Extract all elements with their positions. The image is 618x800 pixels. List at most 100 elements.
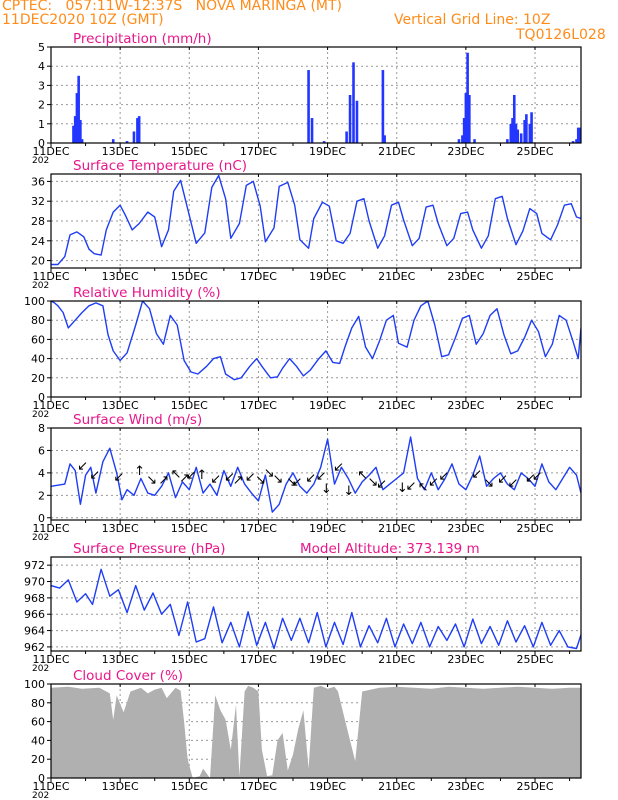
cloud-cover-ytick-label: 100 xyxy=(24,678,45,691)
wind-direction-arrow: ↖ xyxy=(357,468,368,483)
wind-direction-arrow: ↗ xyxy=(233,473,244,488)
precipitation-xtick-label: 15DEC xyxy=(171,145,208,158)
wind-direction-arrow: ↘ xyxy=(272,472,283,487)
wind-ytick-label: 8 xyxy=(38,422,45,435)
wind-direction-arrow: ↙ xyxy=(471,467,482,482)
cloud-cover-ytick-label: 60 xyxy=(31,716,45,729)
humidity-xtick-label: 17DEC xyxy=(240,399,277,412)
precipitation-bar xyxy=(466,52,469,144)
precipitation-xtick-label: 21DEC xyxy=(378,145,415,158)
temperature-xtick-label: 17DEC xyxy=(240,270,277,283)
wind-direction-arrow: ↓ xyxy=(343,484,354,499)
precipitation-bar xyxy=(348,95,352,143)
wind-plot-frame xyxy=(50,427,582,521)
wind-direction-arrow: ↗ xyxy=(158,473,169,488)
precipitation-bar xyxy=(571,141,575,143)
wind-direction-arrow: ↓ xyxy=(321,482,332,497)
cloud-cover-xtick-label: 21DEC xyxy=(378,780,415,793)
precipitation-bar xyxy=(506,139,509,143)
humidity-year-label: 202 xyxy=(32,410,49,420)
cloud-cover-year-label: 202 xyxy=(32,791,49,800)
pressure-series-line xyxy=(51,568,581,650)
humidity-xtick-label: 13DEC xyxy=(102,399,139,412)
precipitation-ytick-label: 4 xyxy=(38,60,45,73)
precipitation-bar xyxy=(457,139,461,143)
precipitation-ytick-label: 3 xyxy=(38,79,45,92)
pressure-xtick-label: 23DEC xyxy=(447,653,484,666)
wind-direction-arrow: ↙ xyxy=(291,475,302,490)
precipitation-bar xyxy=(72,125,75,143)
pressure-xtick-label: 15DEC xyxy=(171,653,208,666)
humidity-xtick-label: 19DEC xyxy=(309,399,346,412)
header-grid-line-note: Vertical Grid Line: 10Z xyxy=(394,12,551,28)
precipitation-bar xyxy=(516,129,520,143)
pressure-year-label: 202 xyxy=(32,664,49,674)
wind-xtick-label: 13DEC xyxy=(102,522,139,535)
cloud-cover-ytick-label: 20 xyxy=(31,753,45,766)
wind-direction-arrow: ↙ xyxy=(508,476,519,491)
precipitation-bar xyxy=(307,70,310,143)
temperature-xtick-label: 23DEC xyxy=(447,270,484,283)
wind-series-line xyxy=(51,436,581,513)
precipitation-bar xyxy=(383,135,386,143)
wind-direction-arrow: ↙ xyxy=(245,470,256,485)
humidity-ytick-label: 80 xyxy=(31,314,45,327)
humidity-ytick-label: 100 xyxy=(24,295,45,308)
pressure-panel-title: Surface Pressure (hPa) xyxy=(73,541,226,557)
temperature-series-line xyxy=(51,174,581,266)
precipitation-bar xyxy=(77,75,80,143)
wind-direction-arrow: ↙ xyxy=(113,470,124,485)
precipitation-bar xyxy=(528,123,532,143)
wind-ytick-label: 6 xyxy=(38,444,45,457)
wind-direction-arrow: ↙ xyxy=(406,479,417,494)
cloud-cover-ytick-label: 0 xyxy=(38,772,45,785)
precipitation-ytick-label: 5 xyxy=(38,41,45,54)
precipitation-bar xyxy=(137,116,141,143)
wind-direction-arrow: ↙ xyxy=(497,472,508,487)
temperature-panel-title: Surface Temperature (nC) xyxy=(73,158,247,174)
wind-direction-arrow: ↙ xyxy=(428,475,439,490)
temperature-year-label: 202 xyxy=(32,281,49,291)
temperature-ytick-label: 20 xyxy=(31,255,45,268)
wind-direction-arrow: ↙ xyxy=(89,468,100,483)
wind-ytick-label: 0 xyxy=(38,512,45,525)
precipitation-ytick-label: 0 xyxy=(38,137,45,150)
precipitation-ytick-label: 2 xyxy=(38,99,45,112)
precipitation-bar xyxy=(578,127,582,143)
wind-direction-arrow: ↙ xyxy=(532,469,543,484)
wind-direction-arrow: ↘ xyxy=(146,473,157,488)
cloud-cover-ytick-label: 80 xyxy=(31,697,45,710)
wind-direction-arrow: ↙ xyxy=(224,470,235,485)
precipitation-bar xyxy=(525,114,528,143)
precipitation-bar xyxy=(514,123,518,143)
precipitation-bar xyxy=(509,123,513,143)
wind-xtick-label: 15DEC xyxy=(171,522,208,535)
precipitation-xtick-label: 17DEC xyxy=(240,145,277,158)
precipitation-xtick-label: 19DEC xyxy=(309,145,346,158)
wind-direction-arrow: ↘ xyxy=(264,466,275,481)
wind-direction-arrow: ↖ xyxy=(418,480,429,495)
precipitation-bar xyxy=(136,118,139,143)
cloud-cover-xtick-label: 13DEC xyxy=(102,780,139,793)
cloud-cover-xtick-label: 23DEC xyxy=(447,780,484,793)
precipitation-xtick-label: 25DEC xyxy=(516,145,553,158)
precipitation-xtick-label: 23DEC xyxy=(447,145,484,158)
wind-year-label: 202 xyxy=(32,533,49,543)
humidity-xtick-label: 11DEC xyxy=(32,399,69,412)
humidity-ytick-label: 60 xyxy=(31,333,45,346)
wind-xtick-label: 19DEC xyxy=(309,522,346,535)
cloud-cover-xtick-label: 15DEC xyxy=(171,780,208,793)
precipitation-bar xyxy=(310,118,314,143)
cloud-cover-xtick-label: 17DEC xyxy=(240,780,277,793)
humidity-plot-frame xyxy=(50,300,582,398)
wind-direction-arrow: ↙ xyxy=(525,471,536,486)
pressure-xtick-label: 13DEC xyxy=(102,653,139,666)
wind-direction-arrow: ↙ xyxy=(376,477,387,492)
wind-direction-arrow: ↙ xyxy=(77,459,88,474)
wind-ytick-label: 2 xyxy=(38,489,45,502)
precipitation-bar xyxy=(576,127,580,143)
precipitation-year-label: 202 xyxy=(32,156,49,166)
wind-direction-arrow: ↙ xyxy=(305,471,316,486)
temperature-ytick-label: 36 xyxy=(31,175,45,188)
cloud-cover-xtick-label: 19DEC xyxy=(309,780,346,793)
